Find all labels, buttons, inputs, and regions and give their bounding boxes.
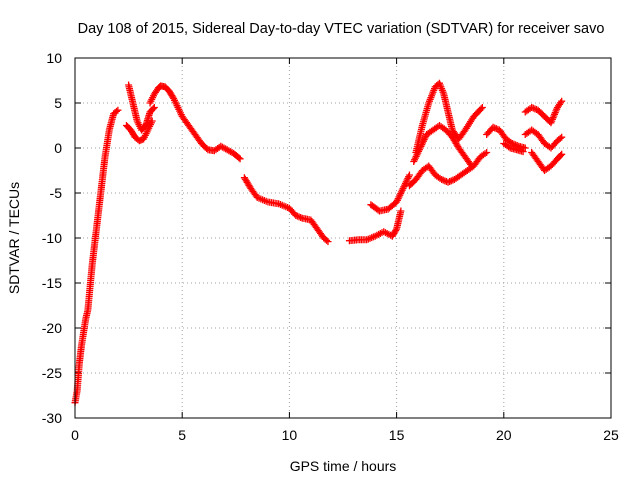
series-seg-rise <box>71 106 122 407</box>
data-point <box>519 148 527 156</box>
data-point <box>236 155 244 163</box>
axis-ticks: 0 5 10 15 20 25 -30 -25 -20 -15 -10 -5 0 5 10 <box>42 50 619 443</box>
data-point <box>528 104 536 111</box>
data-point <box>558 133 566 141</box>
data-point <box>481 150 489 158</box>
data-point <box>531 105 539 113</box>
series-seg-recovery <box>367 171 413 215</box>
data-point <box>477 105 485 113</box>
data-point <box>505 143 513 151</box>
y-tick-label: -30 <box>42 410 62 426</box>
y-tick-label: 0 <box>54 140 62 156</box>
data-point <box>293 212 301 220</box>
y-tick-label: -5 <box>50 185 63 201</box>
y-tick-label: 10 <box>46 50 62 66</box>
series-seg-evening-high <box>412 79 486 156</box>
y-tick-label: -10 <box>42 230 62 246</box>
series-seg-evening-low <box>405 149 491 190</box>
data-point <box>438 176 446 183</box>
data-point <box>323 236 331 244</box>
data-point <box>492 125 500 133</box>
y-tick-label: 5 <box>54 95 62 111</box>
series-seg-late-a <box>483 123 529 152</box>
plot-frame <box>74 57 612 419</box>
data-point <box>529 104 537 112</box>
data-point <box>558 150 566 158</box>
data-point <box>112 107 120 115</box>
data-point <box>489 123 497 131</box>
series-seg-descent <box>240 174 332 246</box>
y-tick-label: -15 <box>42 275 62 291</box>
data-point <box>478 104 486 111</box>
data-point <box>114 106 122 114</box>
data-point <box>439 176 447 184</box>
series-seg-early-low <box>122 117 156 145</box>
data-point <box>557 151 565 159</box>
y-axis-label: SDTVAR / TECUs <box>6 182 22 294</box>
x-tick-label: 15 <box>389 427 405 443</box>
y-tick-label: -25 <box>42 365 62 381</box>
series-seg-late-b <box>500 140 527 156</box>
data-point <box>324 238 332 246</box>
series-seg-late-mid <box>521 126 566 152</box>
data-markers <box>71 79 566 407</box>
series-seg-late-top <box>521 97 566 127</box>
x-tick-label: 10 <box>282 427 298 443</box>
data-point <box>292 212 300 219</box>
data-point <box>521 144 529 152</box>
data-point <box>556 134 564 142</box>
data-point <box>444 178 452 186</box>
series-seg-trough <box>345 207 405 245</box>
y-tick-label: -20 <box>42 320 62 336</box>
data-point <box>557 99 565 107</box>
x-tick-label: 5 <box>178 427 186 443</box>
data-point <box>558 97 566 105</box>
data-point <box>295 213 303 221</box>
series-seg-late-low <box>528 149 566 174</box>
series-seg-early-mid <box>125 81 158 134</box>
data-point <box>447 177 455 185</box>
data-point <box>392 226 400 234</box>
x-axis-label: GPS time / hours <box>290 458 397 474</box>
chart-title: Day 108 of 2015, Sidereal Day-to-day VTE… <box>78 21 605 37</box>
series-seg-peak-decline <box>146 82 244 163</box>
x-tick-label: 20 <box>496 427 512 443</box>
x-tick-label: 0 <box>71 427 79 443</box>
data-point <box>441 177 449 185</box>
data-point <box>446 178 454 186</box>
data-point <box>149 105 157 113</box>
data-point <box>297 214 305 222</box>
data-point <box>235 154 243 162</box>
x-tick-label: 25 <box>603 427 619 443</box>
data-point <box>491 124 499 132</box>
data-point <box>483 149 491 156</box>
data-point <box>150 104 158 111</box>
data-point <box>397 207 405 215</box>
series-seg-evening-mid <box>410 122 476 170</box>
data-point <box>405 171 413 179</box>
